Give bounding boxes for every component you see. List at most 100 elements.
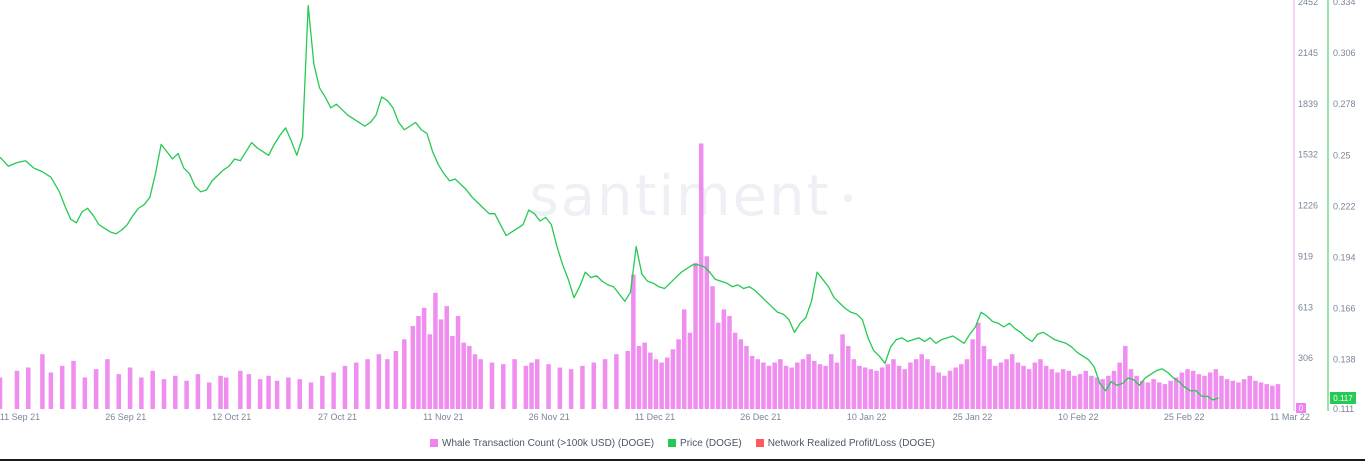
whale-bar	[421, 307, 427, 409]
whale-bar	[416, 316, 421, 409]
legend: Whale Transaction Count (>100k USD) (DOG…	[0, 436, 1365, 450]
price-tick-label: 0.111	[1333, 404, 1354, 414]
whale-bar	[687, 332, 693, 409]
count-tick-label: 919	[1298, 252, 1313, 262]
whale-bar	[727, 316, 732, 409]
whale-bar	[845, 345, 851, 409]
whale-bar	[959, 364, 964, 409]
whale-bar	[614, 354, 619, 409]
whale-bar	[789, 367, 794, 409]
whale-bar	[1202, 375, 1207, 409]
whale-bar	[40, 354, 45, 409]
whale-bar	[715, 322, 721, 409]
whale-bar	[744, 345, 749, 409]
whale-bar	[1032, 362, 1038, 409]
whale-bar	[913, 359, 919, 409]
whale-bar	[206, 382, 212, 409]
legend-label-whale: Whale Transaction Count (>100k USD) (DOG…	[442, 437, 655, 449]
current-price-badge	[1330, 392, 1356, 404]
whale-bar	[1077, 374, 1083, 409]
whale-bar	[670, 349, 676, 409]
whale-bar	[1156, 382, 1162, 409]
whale-bar	[602, 359, 608, 409]
whale-bar	[1072, 375, 1077, 409]
legend-label-price: Price (DOGE)	[680, 437, 742, 449]
whale-bar	[150, 370, 155, 409]
price-tick-label: 0.166	[1333, 304, 1356, 314]
legend-item-whale[interactable]: Whale Transaction Count (>100k USD) (DOG…	[430, 438, 654, 449]
whale-bar	[266, 375, 271, 409]
whale-bar	[925, 359, 930, 409]
whale-bar	[698, 143, 704, 410]
whale-bar	[385, 359, 390, 409]
whale-bar	[1275, 384, 1281, 409]
whale-bar	[992, 365, 998, 409]
whale-bar	[512, 359, 517, 409]
whale-bar	[761, 362, 766, 409]
x-tick-label: 11 Dec 21	[635, 412, 675, 422]
watermark-dot	[844, 194, 852, 202]
whale-bar	[936, 372, 941, 409]
whale-bar	[896, 365, 902, 409]
count-tick-label: 1839	[1298, 99, 1318, 109]
whale-bar	[665, 357, 670, 409]
x-tick-label: 27 Oct 21	[318, 412, 357, 422]
whale-bar	[1100, 379, 1105, 409]
whale-bar	[795, 362, 800, 409]
whale-bar	[891, 359, 896, 409]
whale-bar	[755, 359, 761, 409]
whale-bar	[710, 286, 715, 409]
whale-bar	[195, 374, 201, 409]
whale-bar	[659, 362, 664, 409]
whale-bar	[868, 369, 874, 409]
whale-bar	[1224, 379, 1230, 409]
legend-swatch-price	[668, 439, 677, 447]
whale-bar	[942, 375, 947, 409]
whale-bar	[976, 322, 981, 409]
whale-bar	[676, 339, 681, 409]
whale-bar	[947, 370, 953, 409]
whale-bar	[184, 380, 189, 409]
count-tick-label: 1226	[1298, 201, 1318, 211]
legend-item-nrpl[interactable]: Network Realized Profit/Loss (DOGE)	[755, 438, 935, 449]
whale-bar	[987, 359, 992, 409]
whale-bar	[1179, 372, 1185, 409]
whale-bar	[631, 274, 636, 409]
whale-bar	[127, 367, 133, 409]
whale-bar	[59, 365, 65, 409]
whale-bar	[433, 292, 438, 409]
whale-bar	[116, 374, 122, 409]
x-tick-label: 11 Nov 21	[423, 412, 463, 422]
whale-bar	[625, 350, 630, 409]
whale-bar	[636, 345, 642, 409]
whale-bar	[823, 365, 828, 409]
whale-bar	[455, 316, 461, 409]
x-tick-label: 11 Sep 21	[0, 412, 40, 422]
price-tick-label: 0.222	[1333, 201, 1356, 211]
whale-bar	[427, 334, 433, 409]
whale-bar	[478, 359, 483, 409]
whale-bar	[817, 364, 823, 409]
whale-bar	[1151, 379, 1156, 409]
whale-bar	[410, 326, 416, 409]
whale-bar	[472, 354, 478, 409]
whale-bar	[1060, 369, 1066, 409]
whale-bar	[218, 375, 223, 409]
whale-bar	[772, 362, 777, 409]
whale-bar	[82, 377, 88, 409]
count-tick-label: 613	[1298, 302, 1313, 312]
whale-bar	[919, 354, 924, 409]
legend-item-price[interactable]: Price (DOGE)	[668, 438, 742, 449]
x-tick-label: 11 Mar 22	[1270, 412, 1310, 422]
whale-bar	[1253, 380, 1258, 409]
whale-bar	[1049, 369, 1055, 409]
whale-bar	[568, 369, 574, 409]
whale-bar	[800, 359, 806, 409]
whale-bar	[693, 262, 698, 409]
whale-bar	[806, 354, 811, 409]
whale-bar	[1247, 375, 1252, 409]
whale-bar	[274, 380, 280, 409]
whale-bar	[461, 342, 466, 409]
whale-bar	[1089, 375, 1094, 409]
